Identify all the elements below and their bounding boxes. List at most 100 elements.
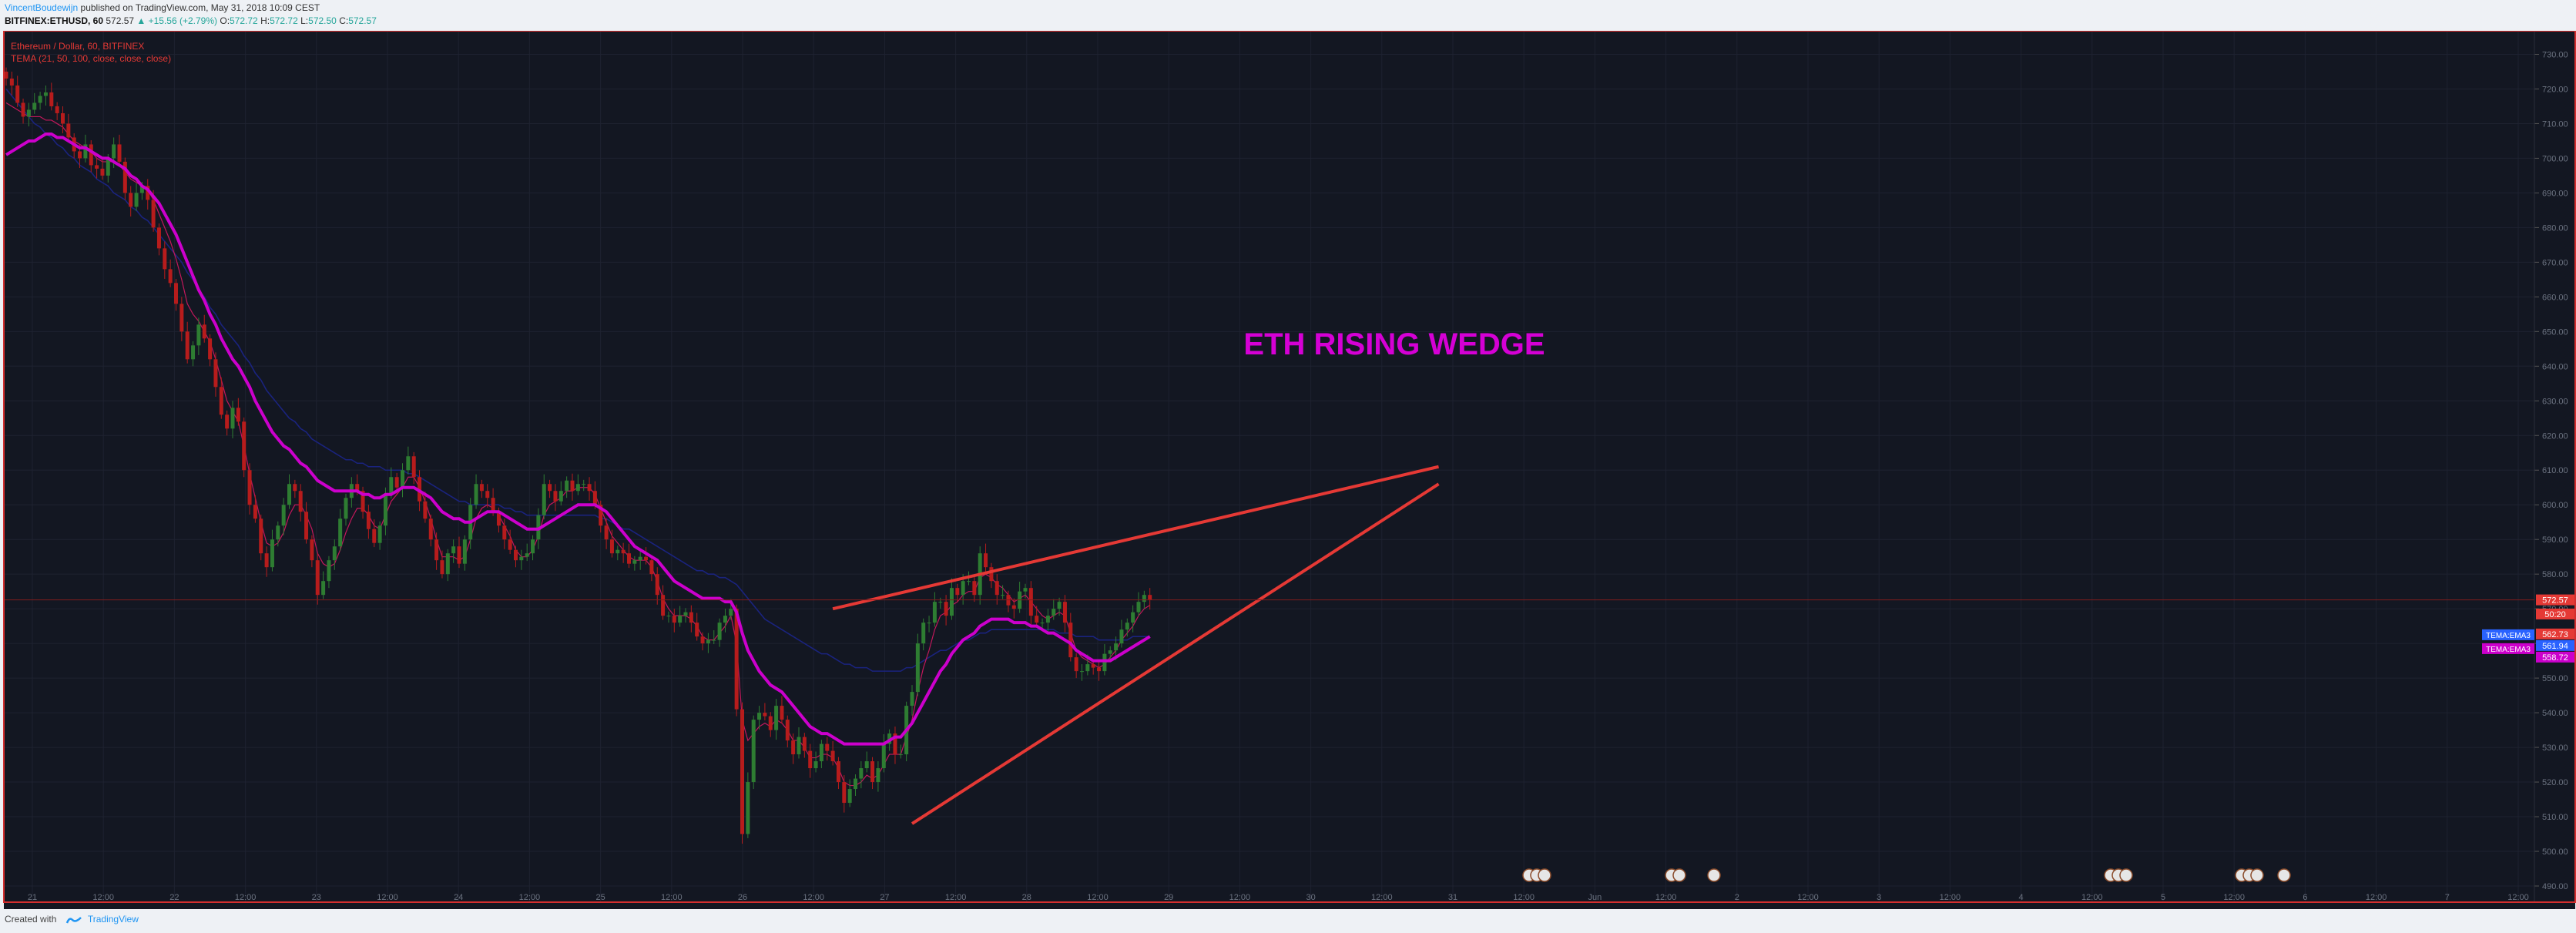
x-tick-label: 12:00	[235, 893, 257, 902]
candle-body	[508, 539, 512, 550]
candle-body	[156, 227, 161, 249]
candle-body	[389, 477, 394, 495]
candle-body	[802, 737, 807, 751]
candle-body	[1125, 623, 1129, 630]
candle-body	[683, 612, 688, 616]
candle-body	[864, 761, 869, 769]
x-tick-label: 12:00	[519, 893, 541, 902]
candle-body	[604, 525, 609, 540]
x-tick-label: 24	[454, 893, 463, 902]
candle-body	[479, 484, 484, 492]
y-tick-label: 620.00	[2542, 431, 2568, 441]
x-tick-label: 26	[738, 893, 747, 902]
candle-body	[38, 96, 42, 103]
y-tick-label: 650.00	[2542, 327, 2568, 337]
event-flag-icon	[2119, 868, 2133, 882]
candle-body	[955, 588, 960, 596]
candle-body	[451, 546, 456, 554]
candle-body	[502, 525, 507, 540]
candle-body	[813, 761, 818, 769]
candle-body	[423, 501, 428, 519]
candle-body	[213, 359, 218, 388]
candle-body	[984, 553, 988, 568]
x-tick-label: 22	[169, 893, 179, 902]
event-flag-icon	[1672, 868, 1686, 882]
x-tick-label: 12:00	[1513, 893, 1535, 902]
candle-body	[609, 539, 614, 554]
price-tag	[2536, 651, 2574, 663]
wedge-upper-trendline[interactable]	[832, 465, 1440, 611]
x-tick-label: 12:00	[945, 893, 967, 902]
candle-body	[649, 560, 654, 575]
candle-body	[672, 616, 676, 623]
candle-body	[531, 539, 535, 554]
candle-body	[723, 616, 727, 623]
candle-body	[1028, 588, 1033, 616]
indicator-tag-label: TEMA:EMA3	[2486, 632, 2531, 640]
candle-body	[411, 456, 416, 478]
candle-body	[1011, 605, 1016, 609]
time-axis[interactable]: 21 12:00 22 12:00 23 12:00 24 12:00 25 12:00 26 12:…	[28, 893, 2529, 902]
candle-body	[15, 85, 20, 103]
x-tick-label: 12:00	[2223, 893, 2245, 902]
candle-body	[989, 567, 994, 582]
candle-body	[575, 484, 580, 492]
candle-body	[621, 549, 626, 554]
candle-body	[61, 112, 65, 124]
candle-body	[219, 387, 223, 415]
chart-title: Ethereum / Dollar, 60, BITFINEX	[11, 41, 144, 52]
event-markers[interactable]	[1522, 868, 2291, 882]
y-tick-label: 590.00	[2542, 535, 2568, 545]
close-label: C:	[339, 15, 349, 26]
candle-body	[129, 193, 133, 207]
candle-body	[377, 525, 382, 543]
candle-body	[338, 519, 343, 547]
wedge-lower-trendline[interactable]	[911, 482, 1440, 825]
high-label: H:	[260, 15, 270, 26]
candle-body	[785, 720, 790, 741]
candle-body	[915, 643, 920, 693]
candle-body	[661, 595, 666, 616]
candle-body	[751, 720, 756, 783]
footer: Created with TradingView	[5, 914, 139, 925]
x-tick-label: 12:00	[1229, 893, 1251, 902]
candle-body	[1068, 623, 1073, 658]
candle-body	[717, 623, 722, 640]
candle-body	[179, 304, 184, 332]
candle-body	[485, 491, 490, 498]
price-chart[interactable]: 730.00 720.00 710.00 700.00 690.00 680.00 670.…	[0, 31, 2576, 909]
candle-body	[746, 782, 750, 834]
candle-body	[644, 556, 649, 561]
candle-body	[700, 636, 705, 644]
candle-body	[1108, 650, 1112, 654]
candle-body	[151, 200, 156, 228]
y-tick-label: 490.00	[2542, 882, 2568, 891]
candle-body	[1091, 664, 1095, 668]
candle-body	[763, 713, 767, 717]
author-link[interactable]: VincentBoudewijn	[5, 2, 79, 13]
candle-body	[315, 560, 320, 596]
candle-body	[881, 743, 886, 769]
candle-body	[1045, 616, 1050, 623]
candle-body	[1080, 671, 1084, 673]
price-tags: 572.57 50:20 562.73 561.94 558.72 TEMA:EMA3 TE…	[2482, 594, 2574, 663]
candle-body	[1052, 609, 1056, 616]
x-tick-label: 23	[312, 893, 321, 902]
x-tick-label: 31	[1448, 893, 1457, 902]
candle-body	[819, 743, 823, 762]
candle-body	[457, 546, 461, 564]
candle-body	[253, 505, 257, 519]
symbol[interactable]: BITFINEX:ETHUSD, 60	[5, 15, 104, 26]
candle-body	[706, 639, 710, 644]
candle-body	[78, 151, 82, 159]
candle-body	[208, 338, 213, 360]
candle-body	[372, 529, 377, 543]
price-tag-label: 558.72	[2542, 653, 2568, 663]
last-price: 572.57	[106, 15, 135, 26]
chart-frame	[3, 31, 2576, 903]
candle-body	[9, 78, 14, 86]
candle-body	[361, 491, 365, 512]
candle-body	[366, 512, 371, 529]
tradingview-link[interactable]: TradingView	[87, 914, 139, 925]
candle-body	[355, 484, 360, 492]
